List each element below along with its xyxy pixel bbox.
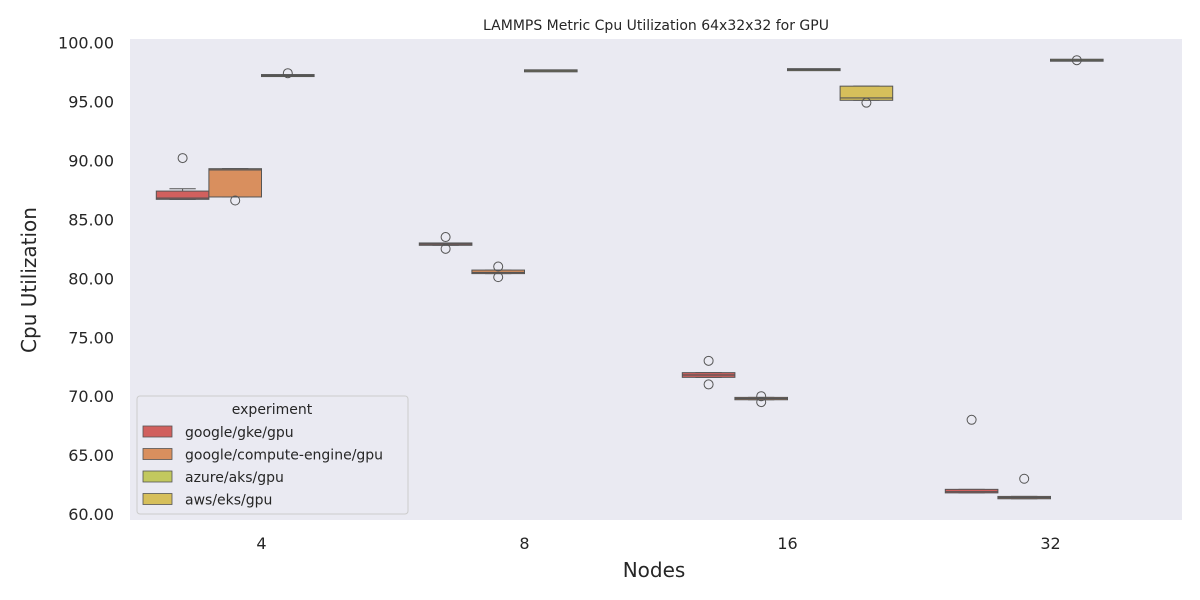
legend-swatch (142, 425, 173, 438)
x-axis-ticks: 4 8 16 32 (256, 534, 1060, 553)
legend-label: azure/aks/gpu (185, 470, 284, 486)
box-google-gke-gpu-8 (418, 232, 473, 254)
y-tick-label: 75.00 (68, 328, 114, 347)
outlier-point (177, 153, 188, 164)
y-tick-label: 60.00 (68, 505, 114, 524)
box-google-gke-gpu-16 (681, 355, 736, 390)
box-google-compute-engine-gpu-4 (208, 168, 262, 206)
outlier-point (493, 272, 504, 283)
legend-items: google/gke/gpu google/compute-engine/gpu a… (142, 425, 383, 509)
box-azure-aks-gpu-32 (1050, 55, 1104, 66)
box-aws-eks-gpu-16 (839, 85, 894, 108)
y-tick-label: 65.00 (68, 446, 114, 465)
outlier-point (1071, 55, 1082, 66)
outlier-point (440, 243, 451, 254)
outlier-point (1019, 473, 1030, 484)
legend-frame (136, 395, 409, 515)
outlier-point (966, 414, 977, 425)
x-axis-label: Nodes (623, 558, 686, 582)
legend-label: aws/eks/gpu (185, 493, 272, 509)
outlier-point (756, 391, 767, 402)
legend-swatch (142, 493, 173, 505)
outlier-point (493, 261, 504, 272)
y-tick-label: 90.00 (68, 151, 114, 170)
y-tick-label: 80.00 (68, 269, 114, 288)
outlier-point (230, 195, 241, 206)
y-tick-label: 70.00 (68, 387, 114, 406)
x-tick-label: 4 (256, 534, 266, 553)
box-google-compute-engine-gpu-16 (734, 391, 789, 408)
chart-title: LAMMPS Metric Cpu Utilization 64x32x32 f… (483, 18, 829, 34)
box-google-gke-gpu-4 (155, 153, 210, 200)
legend-title: experiment (232, 402, 313, 418)
box-google-compute-engine-gpu-32 (997, 473, 1052, 500)
outlier-point (703, 379, 714, 390)
outlier-point (440, 232, 451, 243)
legend-label: google/gke/gpu (185, 425, 294, 441)
box-google-compute-engine-gpu-8 (471, 261, 525, 283)
box-groups (155, 55, 1104, 500)
outlier-point (861, 97, 872, 108)
x-tick-label: 16 (777, 534, 797, 553)
y-axis-label: Cpu Utilization (17, 207, 41, 353)
y-axis-ticks: 60.00 65.00 70.00 75.00 80.00 85.00 90.00 95.00… (58, 34, 114, 525)
box-body (839, 85, 894, 101)
legend: experiment google/gke/gpu google/compute-… (136, 395, 409, 515)
y-tick-label: 95.00 (68, 92, 114, 111)
box-azure-aks-gpu-4 (261, 68, 315, 79)
legend-swatch (142, 470, 173, 483)
outlier-point (282, 68, 293, 79)
x-tick-label: 32 (1040, 534, 1060, 553)
y-tick-label: 85.00 (68, 210, 114, 229)
legend-swatch (142, 448, 173, 460)
x-tick-label: 8 (519, 534, 529, 553)
box-azure-aks-gpu-16 (787, 68, 841, 72)
y-tick-label: 100.00 (58, 34, 114, 53)
legend-label: google/compute-engine/gpu (185, 448, 383, 464)
box-azure-aks-gpu-8 (524, 69, 578, 73)
box-google-gke-gpu-32 (944, 414, 999, 494)
outlier-point (703, 355, 714, 366)
box-body (208, 168, 262, 198)
outlier-point (756, 397, 767, 408)
